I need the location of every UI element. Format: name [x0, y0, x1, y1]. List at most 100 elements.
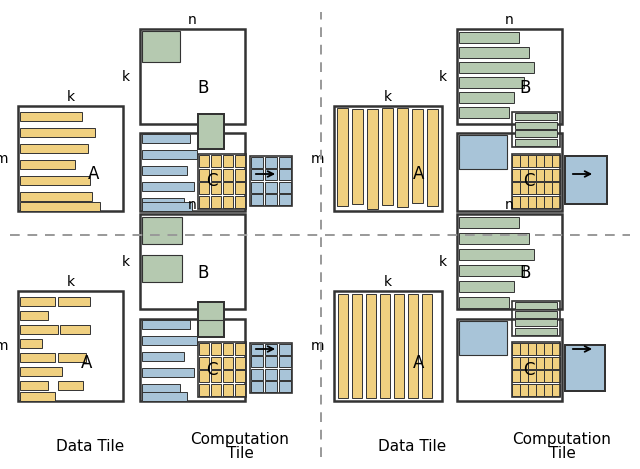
- Bar: [512, 154, 560, 209]
- Bar: [513, 196, 520, 208]
- Bar: [367, 109, 378, 209]
- Bar: [337, 108, 348, 206]
- Bar: [545, 155, 552, 167]
- Text: k: k: [122, 69, 130, 83]
- Bar: [223, 384, 234, 396]
- Bar: [251, 344, 263, 355]
- Bar: [20, 381, 48, 390]
- Bar: [515, 130, 557, 137]
- Bar: [223, 155, 234, 167]
- Bar: [142, 182, 194, 191]
- Bar: [142, 202, 192, 211]
- Bar: [459, 217, 519, 228]
- Bar: [18, 106, 123, 211]
- Bar: [58, 381, 83, 390]
- Bar: [142, 336, 197, 345]
- Bar: [513, 343, 520, 355]
- Bar: [223, 182, 234, 195]
- Text: n: n: [505, 198, 514, 212]
- Bar: [142, 368, 194, 377]
- Text: Computation: Computation: [513, 431, 611, 446]
- Bar: [515, 121, 557, 129]
- Text: C: C: [523, 361, 534, 379]
- Bar: [366, 294, 376, 398]
- Text: k: k: [122, 255, 130, 268]
- Text: k: k: [384, 275, 392, 289]
- Bar: [513, 182, 520, 195]
- Bar: [223, 343, 234, 355]
- Bar: [565, 345, 605, 391]
- Bar: [140, 29, 245, 124]
- Bar: [142, 198, 184, 207]
- Bar: [459, 32, 519, 43]
- Bar: [140, 214, 245, 309]
- Bar: [265, 157, 277, 168]
- Bar: [279, 169, 291, 180]
- Bar: [459, 297, 509, 308]
- Bar: [529, 371, 536, 382]
- Text: C: C: [205, 361, 217, 379]
- Bar: [265, 381, 277, 392]
- Bar: [408, 294, 418, 398]
- Bar: [552, 196, 559, 208]
- Bar: [545, 356, 552, 369]
- Bar: [457, 29, 562, 124]
- Bar: [20, 144, 88, 153]
- Bar: [459, 135, 507, 169]
- Text: Computation: Computation: [191, 431, 289, 446]
- Bar: [265, 194, 277, 205]
- Bar: [251, 169, 263, 180]
- Bar: [251, 157, 263, 168]
- Bar: [235, 196, 245, 208]
- Bar: [20, 202, 100, 211]
- Bar: [536, 182, 543, 195]
- Bar: [198, 343, 209, 355]
- Text: B: B: [197, 79, 209, 97]
- Bar: [536, 155, 543, 167]
- Bar: [20, 192, 92, 201]
- Bar: [552, 343, 559, 355]
- Bar: [20, 297, 55, 306]
- Bar: [142, 392, 187, 401]
- Bar: [459, 107, 509, 118]
- Bar: [198, 114, 224, 149]
- Bar: [198, 182, 209, 195]
- Text: C: C: [205, 173, 217, 190]
- Bar: [20, 160, 75, 169]
- Bar: [265, 356, 277, 367]
- Text: m: m: [0, 151, 8, 166]
- Bar: [211, 343, 221, 355]
- Bar: [459, 77, 524, 88]
- Text: Tile: Tile: [548, 446, 575, 461]
- Bar: [211, 196, 221, 208]
- Bar: [536, 356, 543, 369]
- Bar: [198, 342, 246, 397]
- Text: m: m: [310, 151, 324, 166]
- Bar: [251, 381, 263, 392]
- Bar: [198, 302, 224, 337]
- Bar: [513, 168, 520, 181]
- Text: k: k: [67, 90, 75, 104]
- Bar: [235, 371, 245, 382]
- Bar: [515, 113, 557, 120]
- Bar: [223, 371, 234, 382]
- Bar: [552, 384, 559, 396]
- Bar: [422, 294, 432, 398]
- Bar: [545, 196, 552, 208]
- Bar: [279, 182, 291, 193]
- Bar: [552, 155, 559, 167]
- Text: k: k: [384, 90, 392, 104]
- Bar: [235, 356, 245, 369]
- Bar: [382, 108, 393, 205]
- Bar: [565, 156, 607, 204]
- Bar: [265, 182, 277, 193]
- Bar: [459, 249, 534, 260]
- Bar: [552, 168, 559, 181]
- Bar: [223, 356, 234, 369]
- Bar: [198, 356, 209, 369]
- Text: A: A: [413, 354, 424, 371]
- Bar: [529, 196, 536, 208]
- Text: Data Tile: Data Tile: [56, 439, 124, 454]
- Bar: [536, 343, 543, 355]
- Bar: [198, 114, 224, 149]
